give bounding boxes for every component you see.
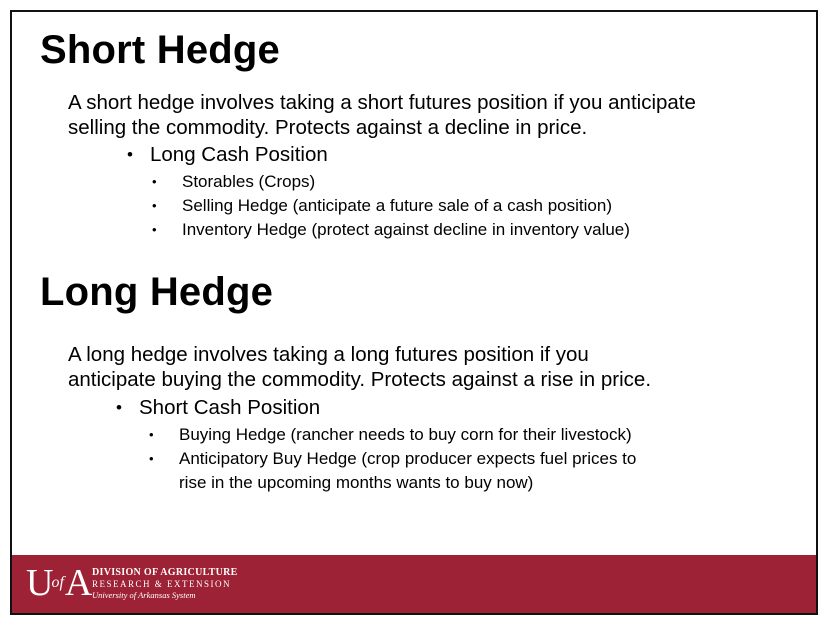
short-hedge-subbullet-list: • Storables (Crops) • Selling Hedge (ant… bbox=[152, 170, 630, 242]
section-title-short-hedge: Short Hedge bbox=[40, 28, 280, 72]
long-hedge-bullet-list: • Short Cash Position bbox=[116, 395, 321, 420]
subbullet-dot-icon: • bbox=[149, 451, 154, 466]
bullet-short-cash-position: • Short Cash Position bbox=[116, 395, 321, 420]
logo-division-text: DIVISION OF AGRICULTURE bbox=[92, 567, 238, 578]
subbullet-dot-icon: • bbox=[152, 174, 157, 189]
short-hedge-bullet-list: • Long Cash Position bbox=[127, 142, 328, 167]
subbullet-label: Storables (Crops) bbox=[182, 172, 316, 191]
subbullet-dot-icon: • bbox=[149, 427, 154, 442]
subbullet-label: rise in the upcoming months wants to buy… bbox=[179, 473, 534, 492]
long-hedge-description: A long hedge involves taking a long futu… bbox=[68, 342, 808, 392]
section-title-long-hedge: Long Hedge bbox=[40, 270, 274, 314]
bullet-dot-icon: • bbox=[127, 145, 133, 164]
logo-research-text: RESEARCH & EXTENSION bbox=[92, 579, 232, 589]
logo-wordmark: DIVISION OF AGRICULTURE RESEARCH & EXTEN… bbox=[92, 567, 238, 601]
subbullet-item: • Selling Hedge (anticipate a future sal… bbox=[152, 194, 630, 218]
subbullet-label: Buying Hedge (rancher needs to buy corn … bbox=[179, 425, 632, 444]
subbullet-label: Selling Hedge (anticipate a future sale … bbox=[182, 196, 612, 215]
short-hedge-description: A short hedge involves taking a short fu… bbox=[68, 90, 808, 140]
bullet-dot-icon: • bbox=[116, 398, 122, 417]
subbullet-continuation: rise in the upcoming months wants to buy… bbox=[179, 471, 636, 495]
paragraph-line: A long hedge involves taking a long futu… bbox=[68, 343, 589, 366]
slide: Short Hedge A short hedge involves takin… bbox=[10, 10, 818, 615]
subbullet-item: • Inventory Hedge (protect against decli… bbox=[152, 218, 630, 242]
subbullet-item: • Buying Hedge (rancher needs to buy cor… bbox=[149, 423, 636, 447]
uofa-logo-icon: UofA bbox=[26, 562, 92, 604]
paragraph-line: selling the commodity. Protects against … bbox=[68, 116, 588, 139]
subbullet-dot-icon: • bbox=[152, 198, 157, 213]
long-hedge-subbullet-list: • Buying Hedge (rancher needs to buy cor… bbox=[149, 423, 637, 495]
footer-bar: UofA DIVISION OF AGRICULTURE RESEARCH & … bbox=[12, 555, 816, 613]
subbullet-dot-icon: • bbox=[152, 222, 157, 237]
bullet-label: Short Cash Position bbox=[139, 396, 321, 419]
subbullet-label: Anticipatory Buy Hedge (crop producer ex… bbox=[179, 449, 637, 468]
paragraph-line: A short hedge involves taking a short fu… bbox=[68, 91, 696, 114]
bullet-long-cash-position: • Long Cash Position bbox=[127, 142, 328, 167]
subbullet-item: • Anticipatory Buy Hedge (crop producer … bbox=[149, 447, 637, 471]
subbullet-item: • Storables (Crops) bbox=[152, 170, 630, 194]
bullet-label: Long Cash Position bbox=[150, 143, 328, 166]
paragraph-line: anticipate buying the commodity. Protect… bbox=[68, 368, 652, 391]
logo-university-text: University of Arkansas System bbox=[92, 590, 196, 600]
subbullet-label: Inventory Hedge (protect against decline… bbox=[182, 220, 630, 239]
